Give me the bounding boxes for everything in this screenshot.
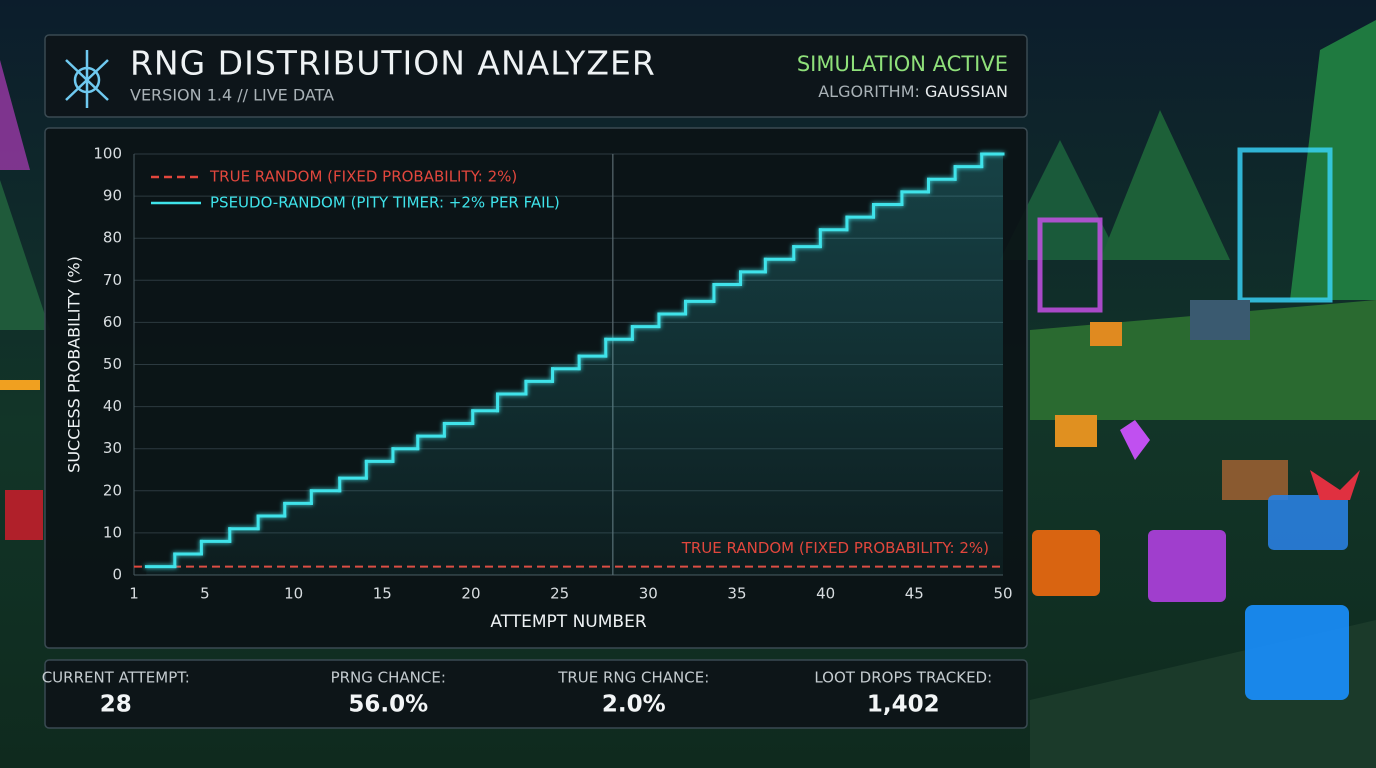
stat-value: 56.0% xyxy=(348,692,428,718)
y-tick-label: 100 xyxy=(93,145,122,163)
y-tick-label: 20 xyxy=(103,481,122,499)
stat-value: 28 xyxy=(100,692,132,718)
header-panel xyxy=(44,34,1028,118)
x-tick-label: 30 xyxy=(639,585,658,603)
stat-label: LOOT DROPS TRACKED: xyxy=(814,669,992,687)
x-tick-label: 50 xyxy=(993,585,1012,603)
app-version: VERSION 1.4 // LIVE DATA xyxy=(130,86,334,105)
y-tick-label: 10 xyxy=(103,523,122,541)
x-tick-label: 40 xyxy=(816,585,835,603)
x-tick-label: 45 xyxy=(905,585,924,603)
annotation: TRUE RANDOM (FIXED PROBABILITY: 2%) xyxy=(681,539,989,557)
y-tick-label: 50 xyxy=(103,355,122,373)
y-tick-label: 40 xyxy=(103,397,122,415)
stat-value: 1,402 xyxy=(867,692,940,718)
step-line xyxy=(144,152,1005,569)
stat-value: 2.0% xyxy=(602,692,666,718)
x-axis-label: ATTEMPT NUMBER xyxy=(490,612,646,632)
x-tick-label: 1 xyxy=(129,585,139,603)
x-tick-label: 20 xyxy=(461,585,480,603)
x-tick-label: 15 xyxy=(373,585,392,603)
y-tick-label: 90 xyxy=(103,187,122,205)
logo-icon xyxy=(65,50,109,108)
y-tick-label: 30 xyxy=(103,439,122,457)
stats-panel xyxy=(44,659,1028,729)
y-tick-label: 70 xyxy=(103,271,122,289)
y-tick-label: 0 xyxy=(112,566,122,584)
status-text: SIMULATION ACTIVE xyxy=(797,52,1008,76)
y-tick-label: 80 xyxy=(103,229,122,247)
app-title: RNG DISTRIBUTION ANALYZER xyxy=(130,44,656,83)
y-tick-label: 60 xyxy=(103,313,122,331)
legend-label: PSEUDO-RANDOM (PITY TIMER: +2% PER FAIL) xyxy=(210,194,560,212)
algorithm: ALGORITHM: GAUSSIAN xyxy=(818,82,1008,101)
x-tick-label: 35 xyxy=(727,585,746,603)
stat-label: TRUE RNG CHANCE: xyxy=(557,669,709,687)
stat-label: CURRENT ATTEMPT: xyxy=(42,669,190,687)
stats-bar: CURRENT ATTEMPT: 28 PRNG CHANCE: 56.0% TRUE … xyxy=(42,669,992,718)
y-axis-label: SUCCESS PROBABILITY (%) xyxy=(65,256,84,473)
x-tick-label: 25 xyxy=(550,585,569,603)
algorithm-value: GAUSSIAN xyxy=(925,82,1008,101)
stat-label: PRNG CHANCE: xyxy=(331,669,446,687)
x-tick-label: 10 xyxy=(284,585,303,603)
x-tick-label: 5 xyxy=(200,585,210,603)
legend-label: TRUE RANDOM (FIXED PROBABILITY: 2%) xyxy=(209,168,517,186)
algorithm-label: ALGORITHM: xyxy=(818,82,920,101)
